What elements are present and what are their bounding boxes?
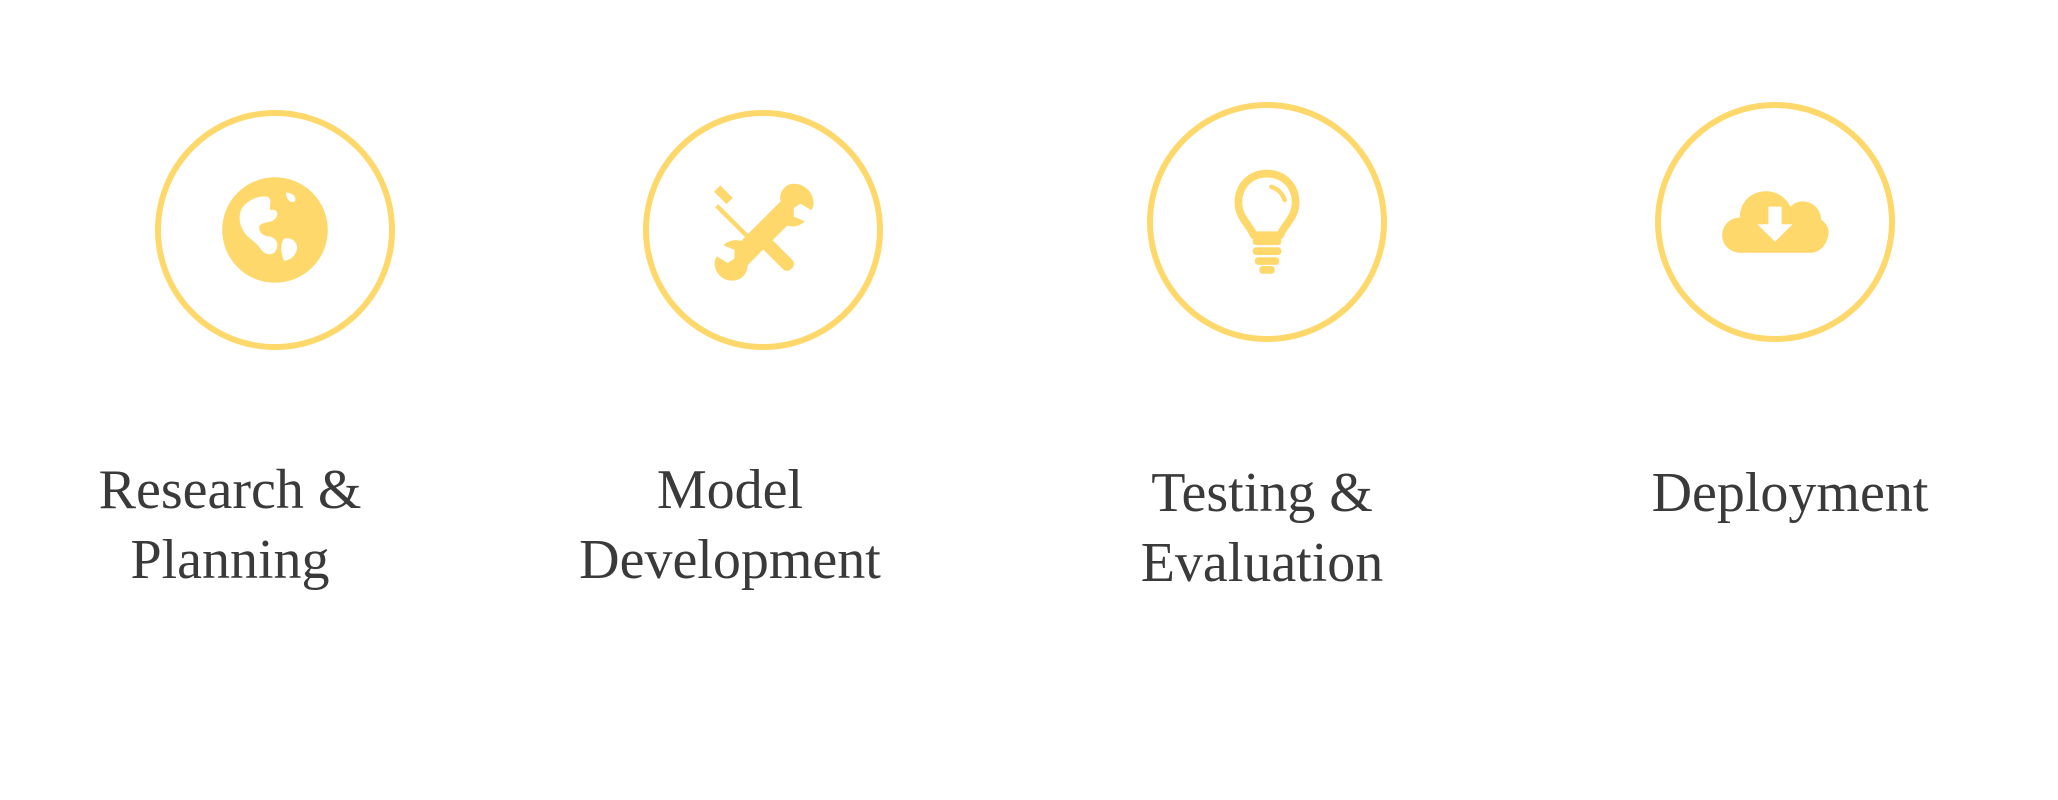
step-label-line-2: Planning [130, 529, 330, 591]
step-label: Research & Planning [20, 455, 440, 595]
step-research-planning: Research & Planning [20, 0, 440, 800]
step-label-line-1: Research & [98, 459, 362, 521]
step-testing-evaluation: Testing & Evaluation [1052, 0, 1472, 800]
step-deployment: Deployment [1580, 0, 2000, 800]
step-label-line-2: Development [579, 529, 881, 591]
step-icon-circle [643, 110, 883, 350]
step-icon-circle [1147, 102, 1387, 342]
step-label: Model Development [520, 455, 940, 595]
step-label-line-1: Model [656, 459, 804, 521]
lightbulb-icon [1234, 169, 1300, 274]
cloud-download-icon [1722, 191, 1829, 253]
step-icon-circle [155, 110, 395, 350]
step-label: Deployment [1580, 458, 2000, 528]
step-label-line-1: Deployment [1651, 462, 1929, 524]
step-label: Testing & Evaluation [1052, 458, 1472, 598]
step-label-line-2: Evaluation [1140, 532, 1384, 594]
globe-icon [222, 177, 328, 283]
step-icon-circle [1655, 102, 1895, 342]
step-label-line-1: Testing & [1151, 462, 1373, 524]
step-model-development: Model Development [520, 0, 940, 800]
wrench-screwdriver-icon [714, 183, 814, 281]
